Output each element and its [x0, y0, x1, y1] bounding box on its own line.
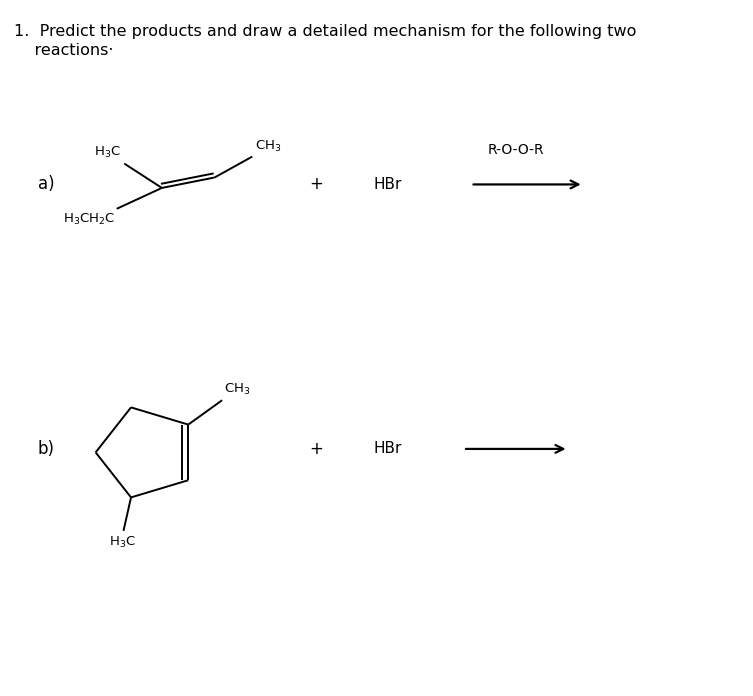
- Text: b): b): [38, 440, 55, 458]
- Text: H$_3$C: H$_3$C: [93, 145, 120, 160]
- Text: +: +: [309, 175, 323, 193]
- Text: a): a): [38, 175, 54, 193]
- Text: +: +: [309, 440, 323, 458]
- Text: R-O-O-R: R-O-O-R: [487, 143, 544, 157]
- Text: HBr: HBr: [373, 177, 402, 192]
- Text: CH$_3$: CH$_3$: [224, 382, 251, 397]
- Text: HBr: HBr: [373, 441, 402, 457]
- Text: H$_3$C: H$_3$C: [108, 535, 136, 550]
- Text: 1.  Predict the products and draw a detailed mechanism for the following two: 1. Predict the products and draw a detai…: [14, 24, 636, 40]
- Text: reactions·: reactions·: [14, 43, 113, 58]
- Text: CH$_3$: CH$_3$: [255, 139, 281, 154]
- Text: H$_3$CH$_2$C: H$_3$CH$_2$C: [62, 212, 115, 228]
